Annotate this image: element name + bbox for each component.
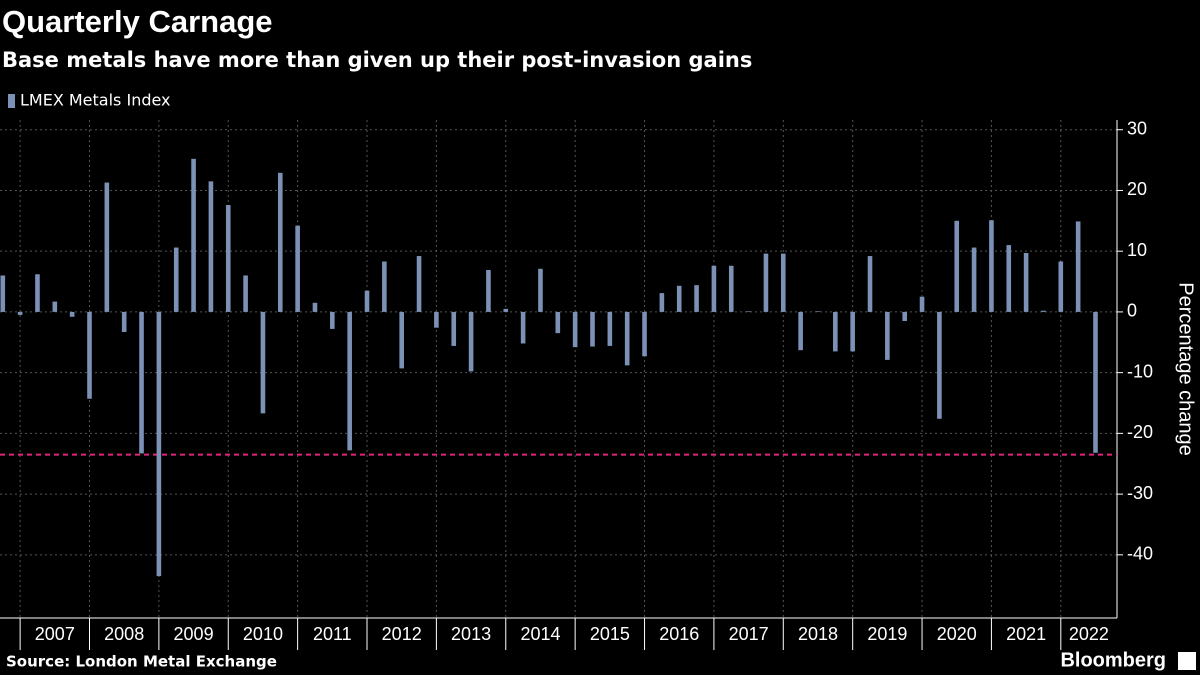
bar	[815, 311, 821, 312]
x-tick-label: 2015	[590, 624, 630, 644]
bar	[624, 311, 630, 366]
bar	[1058, 261, 1064, 312]
y-tick-label: -20	[1127, 422, 1153, 442]
bar	[295, 225, 300, 312]
bar	[590, 311, 595, 347]
bar	[243, 275, 248, 312]
chart-subtitle: Base metals have more than given up thei…	[2, 48, 752, 72]
bar	[555, 311, 561, 334]
bar	[208, 181, 214, 312]
x-tick-label: 2009	[174, 624, 214, 644]
bar	[17, 311, 23, 315]
bar	[52, 301, 58, 312]
chart-title: Quarterly Carnage	[2, 4, 273, 39]
legend-swatch	[8, 94, 15, 108]
x-tick-label: 2020	[937, 624, 977, 644]
legend-label: LMEX Metals Index	[20, 91, 171, 110]
bar	[538, 268, 543, 312]
bar	[260, 311, 266, 414]
bar	[104, 182, 110, 312]
bar	[121, 311, 127, 332]
x-tick-label: 2008	[104, 624, 144, 644]
bar	[937, 311, 942, 419]
bar	[69, 311, 75, 317]
brand: Bloomberg	[1060, 649, 1166, 671]
bar	[0, 275, 6, 312]
bar	[312, 302, 318, 312]
x-tick-label: 2016	[659, 624, 699, 644]
bar	[451, 311, 457, 346]
bar	[87, 311, 92, 399]
bar	[607, 311, 613, 346]
x-tick-label: 2013	[451, 624, 491, 644]
y-tick-label: 30	[1127, 118, 1147, 138]
bar	[885, 311, 890, 360]
bar	[277, 172, 283, 312]
bar	[659, 293, 665, 312]
bar	[347, 311, 352, 451]
x-tick-label: 2014	[520, 624, 560, 644]
bar	[139, 311, 144, 454]
bar	[382, 261, 387, 312]
x-tick-label: 2022	[1069, 624, 1109, 644]
bar	[572, 311, 578, 348]
y-tick-label: 0	[1127, 301, 1137, 321]
bar	[486, 270, 491, 312]
x-tick-label: 2007	[35, 624, 75, 644]
bar	[503, 308, 509, 312]
y-tick-label: 10	[1127, 240, 1147, 260]
bar	[642, 311, 647, 357]
bar	[867, 256, 873, 312]
bar	[780, 253, 786, 312]
bar	[520, 311, 526, 344]
brand-icon	[1178, 652, 1196, 670]
bar	[850, 311, 855, 352]
y-axis-label: Percentage change	[1175, 282, 1197, 455]
x-tick-label: 2019	[867, 624, 907, 644]
bar	[763, 253, 769, 312]
bar	[225, 205, 231, 312]
x-tick-label: 2010	[243, 624, 283, 644]
bar	[971, 247, 977, 312]
bar	[330, 311, 335, 329]
bar	[364, 290, 370, 312]
bar	[173, 247, 179, 312]
bar	[902, 311, 908, 322]
bar	[676, 285, 682, 312]
bar	[416, 256, 422, 312]
y-tick-label: -30	[1127, 483, 1153, 503]
y-tick-label: -40	[1127, 544, 1153, 564]
bar	[711, 265, 717, 312]
x-tick-label: 2018	[798, 624, 838, 644]
bar	[399, 311, 405, 369]
x-tick-label: 2012	[382, 624, 422, 644]
bar	[746, 311, 751, 312]
bar	[1006, 245, 1012, 312]
y-tick-label: -10	[1127, 361, 1153, 381]
bar	[833, 311, 838, 352]
bar	[989, 220, 994, 312]
bar	[434, 311, 439, 328]
bar	[798, 311, 803, 351]
x-tick-label: 2017	[729, 624, 769, 644]
x-tick-label: 2021	[1006, 624, 1046, 644]
x-tick-label: 2011	[313, 624, 352, 644]
bar	[954, 220, 960, 312]
bar	[728, 265, 734, 312]
source: Source: London Metal Exchange	[6, 653, 277, 671]
bar	[35, 274, 40, 312]
bar	[1041, 310, 1046, 312]
bar	[468, 311, 474, 372]
bar	[1093, 311, 1098, 453]
bar	[156, 311, 162, 577]
bar	[191, 158, 196, 312]
bar	[919, 296, 925, 312]
y-tick-label: 20	[1127, 179, 1147, 199]
bar	[694, 285, 699, 312]
bar	[1023, 253, 1029, 312]
bar	[1075, 221, 1081, 312]
